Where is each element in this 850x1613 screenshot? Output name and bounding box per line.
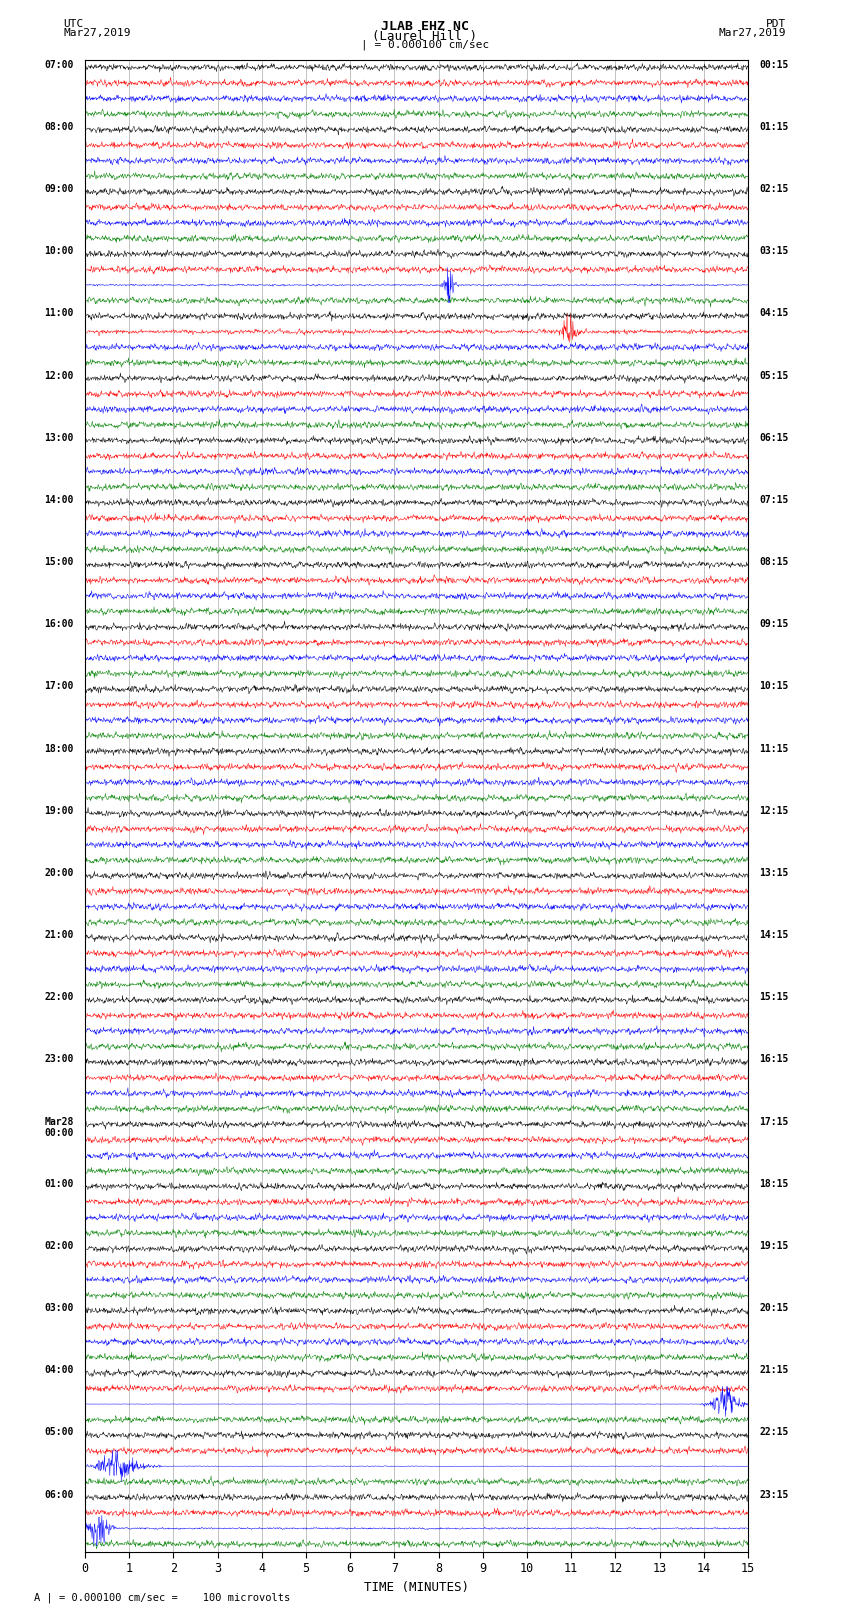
Text: 13:15: 13:15 bbox=[759, 868, 789, 877]
Text: 01:00: 01:00 bbox=[44, 1179, 74, 1189]
Text: 16:00: 16:00 bbox=[44, 619, 74, 629]
Text: 19:00: 19:00 bbox=[44, 806, 74, 816]
Text: 04:00: 04:00 bbox=[44, 1365, 74, 1376]
Text: UTC: UTC bbox=[64, 18, 84, 29]
Text: 22:00: 22:00 bbox=[44, 992, 74, 1002]
Text: A | = 0.000100 cm/sec =    100 microvolts: A | = 0.000100 cm/sec = 100 microvolts bbox=[34, 1592, 290, 1603]
Text: | = 0.000100 cm/sec: | = 0.000100 cm/sec bbox=[361, 39, 489, 50]
Text: 06:15: 06:15 bbox=[759, 432, 789, 442]
Text: 12:15: 12:15 bbox=[759, 806, 789, 816]
Text: 15:15: 15:15 bbox=[759, 992, 789, 1002]
Text: 03:00: 03:00 bbox=[44, 1303, 74, 1313]
Text: 14:00: 14:00 bbox=[44, 495, 74, 505]
Text: 17:15: 17:15 bbox=[759, 1116, 789, 1126]
Text: Mar27,2019: Mar27,2019 bbox=[719, 29, 786, 39]
Text: 17:00: 17:00 bbox=[44, 681, 74, 692]
Text: 12:00: 12:00 bbox=[44, 371, 74, 381]
Text: 07:00: 07:00 bbox=[44, 60, 74, 69]
Text: JLAB EHZ NC: JLAB EHZ NC bbox=[381, 19, 469, 34]
X-axis label: TIME (MINUTES): TIME (MINUTES) bbox=[364, 1581, 469, 1594]
Text: 18:00: 18:00 bbox=[44, 744, 74, 753]
Text: 23:15: 23:15 bbox=[759, 1489, 789, 1500]
Text: 18:15: 18:15 bbox=[759, 1179, 789, 1189]
Text: PDT: PDT bbox=[766, 18, 786, 29]
Text: (Laurel Hill ): (Laurel Hill ) bbox=[372, 31, 478, 44]
Text: 09:00: 09:00 bbox=[44, 184, 74, 194]
Text: 14:15: 14:15 bbox=[759, 931, 789, 940]
Text: 16:15: 16:15 bbox=[759, 1055, 789, 1065]
Text: 10:15: 10:15 bbox=[759, 681, 789, 692]
Text: 08:15: 08:15 bbox=[759, 556, 789, 568]
Text: 23:00: 23:00 bbox=[44, 1055, 74, 1065]
Text: 20:15: 20:15 bbox=[759, 1303, 789, 1313]
Text: 00:15: 00:15 bbox=[759, 60, 789, 69]
Text: 21:15: 21:15 bbox=[759, 1365, 789, 1376]
Text: 07:15: 07:15 bbox=[759, 495, 789, 505]
Text: 03:15: 03:15 bbox=[759, 247, 789, 256]
Text: 13:00: 13:00 bbox=[44, 432, 74, 442]
Text: 04:15: 04:15 bbox=[759, 308, 789, 318]
Text: 06:00: 06:00 bbox=[44, 1489, 74, 1500]
Text: 09:15: 09:15 bbox=[759, 619, 789, 629]
Text: 10:00: 10:00 bbox=[44, 247, 74, 256]
Text: 08:00: 08:00 bbox=[44, 123, 74, 132]
Text: 02:15: 02:15 bbox=[759, 184, 789, 194]
Text: 05:00: 05:00 bbox=[44, 1428, 74, 1437]
Text: 22:15: 22:15 bbox=[759, 1428, 789, 1437]
Text: 11:00: 11:00 bbox=[44, 308, 74, 318]
Text: 05:15: 05:15 bbox=[759, 371, 789, 381]
Text: 20:00: 20:00 bbox=[44, 868, 74, 877]
Text: 01:15: 01:15 bbox=[759, 123, 789, 132]
Text: 19:15: 19:15 bbox=[759, 1240, 789, 1250]
Text: 21:00: 21:00 bbox=[44, 931, 74, 940]
Text: 11:15: 11:15 bbox=[759, 744, 789, 753]
Text: Mar27,2019: Mar27,2019 bbox=[64, 29, 131, 39]
Text: 15:00: 15:00 bbox=[44, 556, 74, 568]
Text: Mar28
00:00: Mar28 00:00 bbox=[44, 1116, 74, 1139]
Text: 02:00: 02:00 bbox=[44, 1240, 74, 1250]
